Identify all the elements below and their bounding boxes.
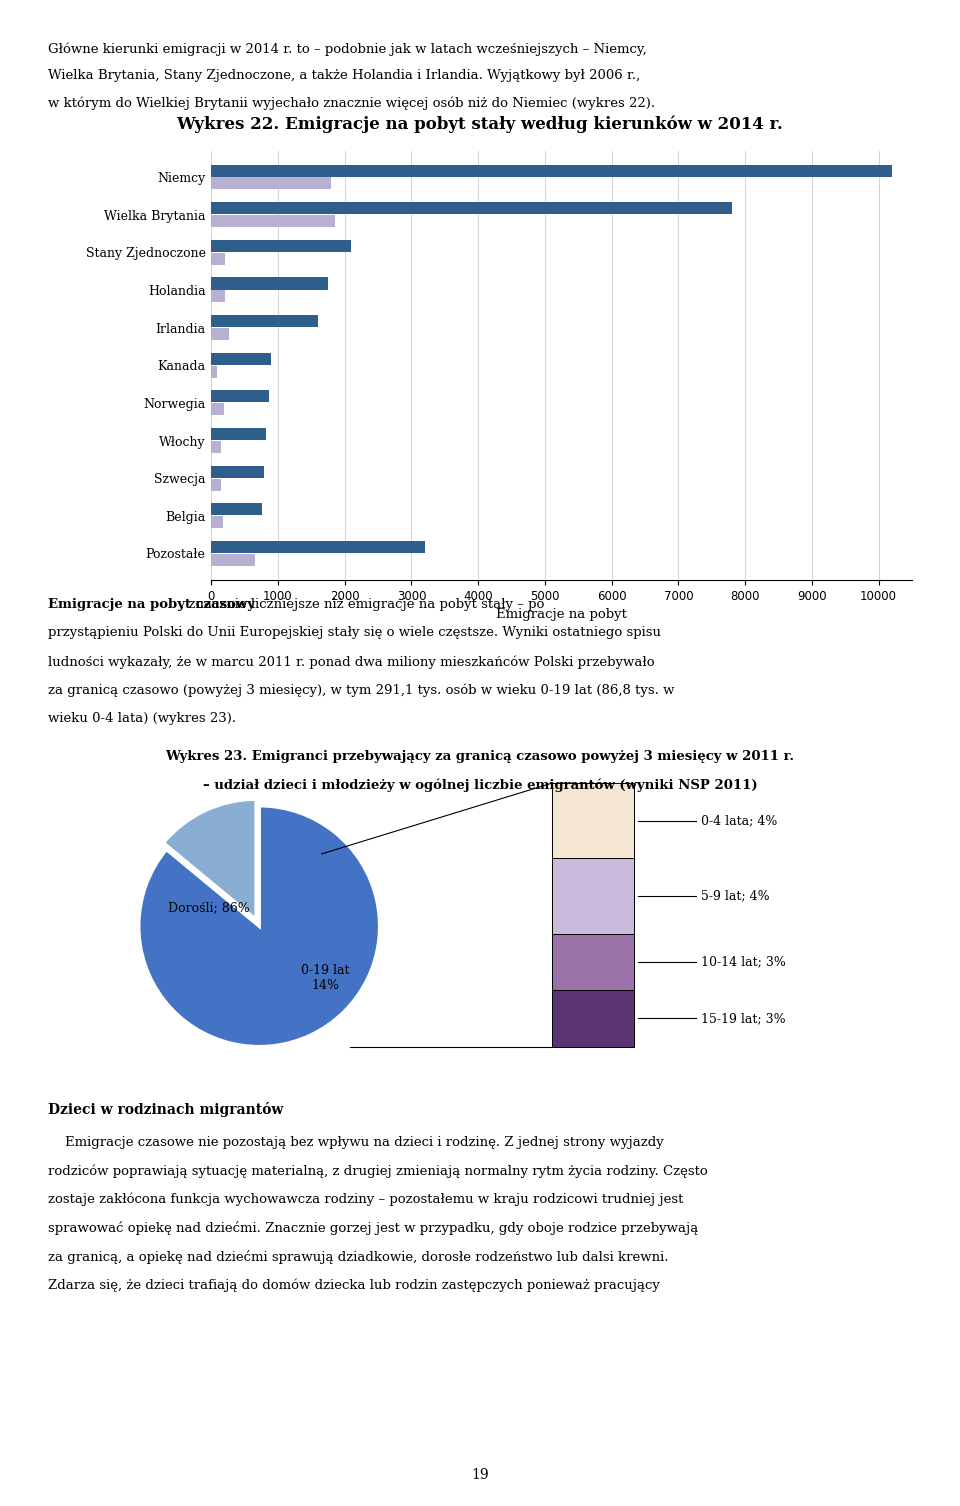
Bar — [552, 934, 634, 991]
Text: 15-19 lat; 3%: 15-19 lat; 3% — [701, 1012, 785, 1026]
Text: ludności wykazały, że w marcu 2011 r. ponad dwa miliony mieszkańców Polski przeb: ludności wykazały, że w marcu 2011 r. po… — [48, 655, 655, 669]
Bar — [552, 991, 634, 1047]
Bar — [211, 404, 224, 416]
Text: za granicą czasowo (powyżej 3 miesięcy), w tym 291,1 tys. osób w wieku 0-19 lat : za granicą czasowo (powyżej 3 miesięcy),… — [48, 684, 675, 697]
Text: Dzieci w rodzinach migrantów: Dzieci w rodzinach migrantów — [48, 1102, 283, 1117]
Text: Wykres 22. Emigracje na pobyt stały według kierunków w 2014 r.: Wykres 22. Emigracje na pobyt stały wedł… — [177, 114, 783, 133]
Text: Wykres 23. Emigranci przebywający za granicą czasowo powyżej 3 miesięcy w 2011 r: Wykres 23. Emigranci przebywający za gra… — [165, 750, 795, 764]
Text: sprawować opiekę nad dziećmi. Znacznie gorzej jest w przypadku, gdy oboje rodzic: sprawować opiekę nad dziećmi. Znacznie g… — [48, 1221, 698, 1235]
Bar — [211, 503, 262, 515]
Bar — [552, 783, 634, 858]
Text: rodziców poprawiają sytuację materialną, z drugiej zmieniają normalny rytm życia: rodziców poprawiają sytuację materialną,… — [48, 1164, 708, 1178]
Bar — [211, 479, 221, 491]
Bar — [211, 291, 226, 303]
Wedge shape — [139, 806, 379, 1047]
Bar — [211, 390, 269, 402]
Text: Dorośli; 86%: Dorośli; 86% — [168, 902, 250, 914]
Text: Wielka Brytania, Stany Zjednoczone, a także Holandia i Irlandia. Wyjątkowy był 2: Wielka Brytania, Stany Zjednoczone, a ta… — [48, 69, 640, 83]
Bar — [211, 428, 266, 440]
Bar — [211, 441, 221, 453]
Text: Zdarza się, że dzieci trafiają do domów dziecka lub rodzin zastępczych ponieważ : Zdarza się, że dzieci trafiają do domów … — [48, 1279, 660, 1292]
Wedge shape — [163, 800, 256, 920]
Bar — [211, 178, 331, 190]
Text: Emigracje na pobyt czasowy: Emigracje na pobyt czasowy — [48, 598, 255, 611]
Bar — [211, 366, 217, 378]
Bar — [211, 239, 351, 252]
Bar — [211, 215, 335, 227]
Bar — [211, 277, 328, 289]
Bar — [211, 202, 732, 214]
Bar — [211, 554, 254, 566]
Text: w którym do Wielkiej Brytanii wyjechało znacznie więcej osób niż do Niemiec (wyk: w którym do Wielkiej Brytanii wyjechało … — [48, 96, 655, 110]
Bar — [211, 315, 318, 327]
Bar — [211, 328, 229, 340]
Text: Emigracje czasowe nie pozostają bez wpływu na dzieci i rodzinę. Z jednej strony : Emigracje czasowe nie pozostają bez wpły… — [48, 1136, 663, 1149]
Text: 0-19 lat
14%: 0-19 lat 14% — [301, 964, 349, 992]
Text: za granicą, a opiekę nad dziećmi sprawują dziadkowie, dorosłe rodzeństwo lub dal: za granicą, a opiekę nad dziećmi sprawuj… — [48, 1250, 668, 1264]
Bar — [211, 517, 224, 529]
Text: zostaje zakłócona funkcja wychowawcza rodziny – pozostałemu w kraju rodzicowi tr: zostaje zakłócona funkcja wychowawcza ro… — [48, 1193, 684, 1206]
Bar — [552, 858, 634, 934]
Text: 5-9 lat; 4%: 5-9 lat; 4% — [701, 890, 769, 902]
Bar — [211, 465, 264, 477]
Text: 19: 19 — [471, 1468, 489, 1482]
Text: – udział dzieci i młodzieży w ogólnej liczbie emigrantów (wyniki NSP 2011): – udział dzieci i młodzieży w ogólnej li… — [203, 779, 757, 792]
Bar — [211, 541, 424, 553]
Text: Główne kierunki emigracji w 2014 r. to – podobnie jak w latach wcześniejszych – : Główne kierunki emigracji w 2014 r. to –… — [48, 42, 647, 56]
Text: 0-4 lata; 4%: 0-4 lata; 4% — [701, 815, 778, 827]
Text: , znacznie liczniejsze niż emigracje na pobyt stały – po: , znacznie liczniejsze niż emigracje na … — [180, 598, 544, 611]
Bar — [211, 253, 225, 265]
Text: przystąpieniu Polski do Unii Europejskiej stały się o wiele częstsze. Wyniki ost: przystąpieniu Polski do Unii Europejskie… — [48, 626, 661, 640]
Text: wieku 0-4 lata) (wykres 23).: wieku 0-4 lata) (wykres 23). — [48, 712, 236, 726]
Bar — [211, 352, 272, 364]
X-axis label: Emigracje na pobyt: Emigracje na pobyt — [496, 608, 627, 620]
Bar — [211, 164, 892, 176]
Text: 10-14 lat; 3%: 10-14 lat; 3% — [701, 955, 785, 968]
